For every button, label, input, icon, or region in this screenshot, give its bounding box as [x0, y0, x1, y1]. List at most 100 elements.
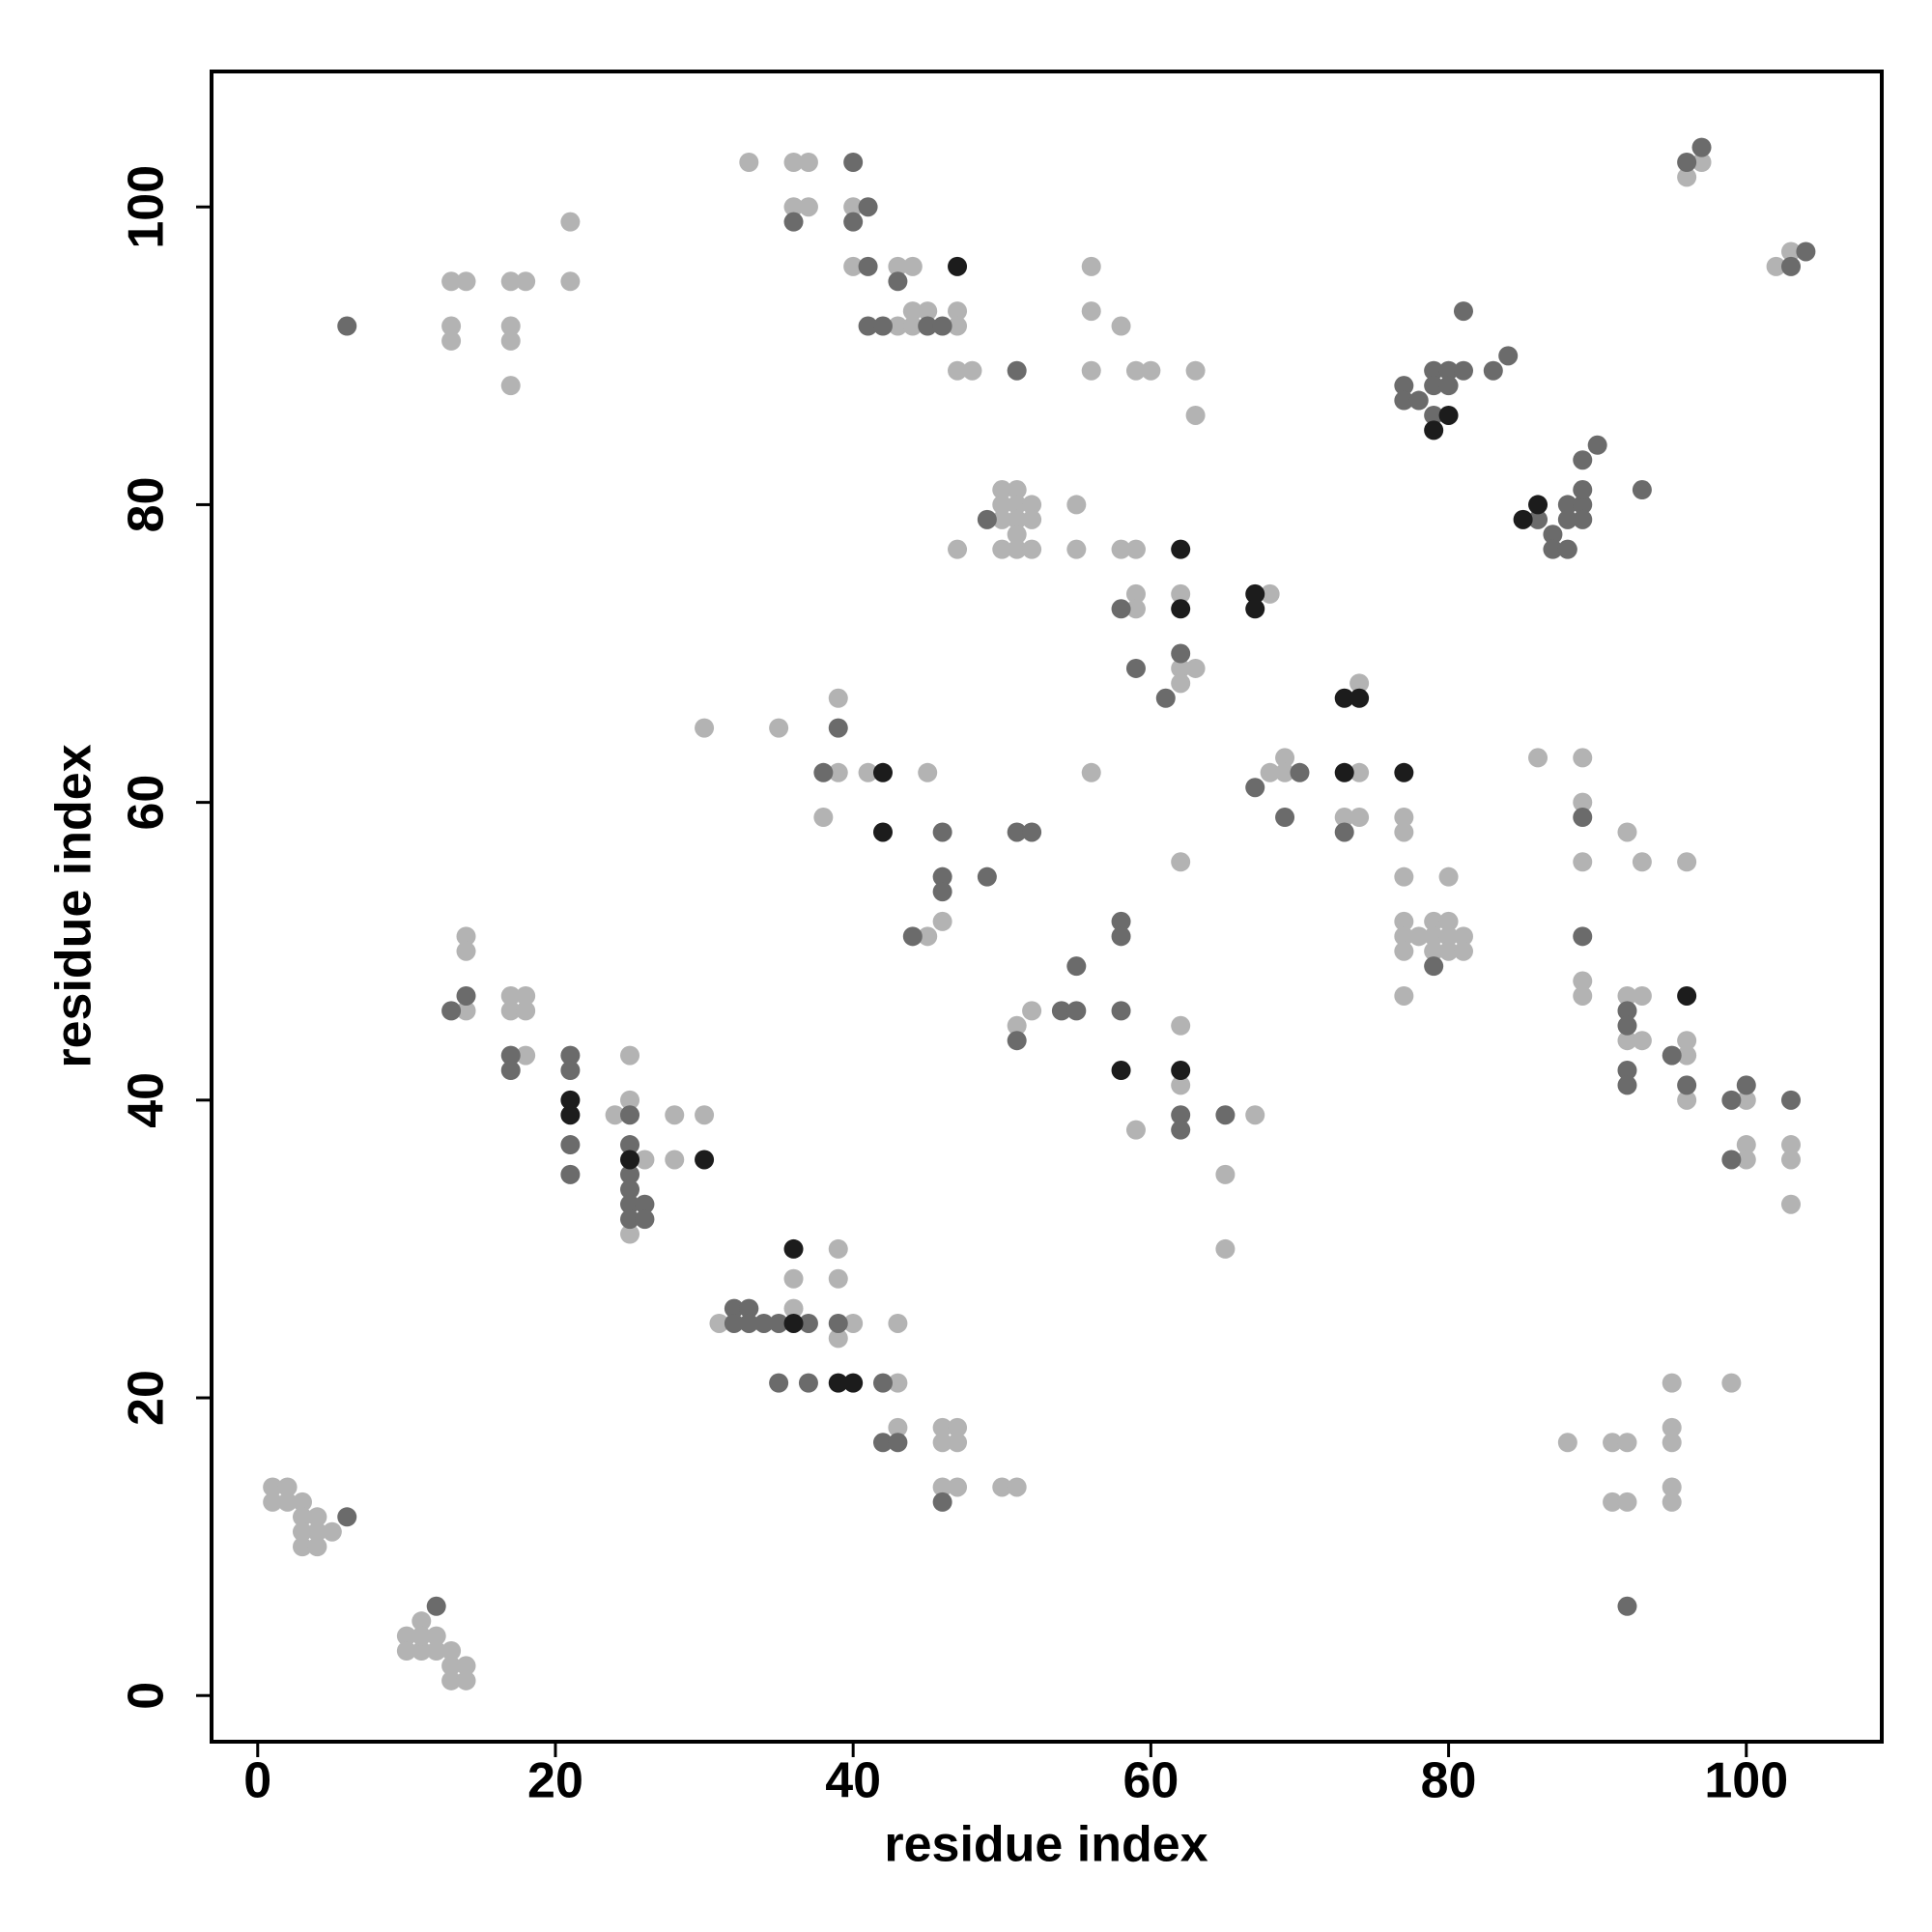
point: [1736, 1135, 1756, 1155]
point: [888, 1417, 908, 1437]
point: [948, 316, 968, 336]
plot-frame: [210, 70, 1884, 1744]
x-tick-label: 80: [1421, 1753, 1477, 1809]
point: [828, 718, 848, 738]
point: [412, 1611, 432, 1632]
point: [858, 762, 878, 782]
point: [1171, 1105, 1191, 1125]
point: [293, 1521, 313, 1542]
point: [1617, 822, 1637, 842]
point: [1677, 985, 1697, 1006]
point: [828, 688, 848, 708]
point: [1066, 1001, 1087, 1021]
point: [1677, 153, 1697, 173]
point: [456, 1001, 476, 1021]
point: [456, 1656, 476, 1676]
point: [293, 1507, 313, 1527]
point: [1275, 762, 1295, 782]
point: [560, 1045, 581, 1065]
point: [932, 882, 952, 902]
point: [1617, 1492, 1637, 1512]
point: [665, 1150, 685, 1170]
point: [1662, 1433, 1682, 1453]
point: [620, 1224, 640, 1244]
point: [516, 271, 536, 292]
point: [307, 1507, 327, 1527]
point: [1125, 539, 1146, 559]
point: [1424, 420, 1444, 440]
point: [1007, 539, 1027, 559]
point: [1424, 926, 1444, 947]
point: [1111, 599, 1131, 619]
point: [1736, 1150, 1756, 1170]
point: [1780, 1194, 1801, 1214]
point: [620, 1090, 640, 1110]
point: [1617, 1061, 1637, 1081]
point: [516, 1045, 536, 1065]
point: [828, 1373, 848, 1393]
point: [1171, 1120, 1191, 1140]
point: [769, 1313, 789, 1333]
point: [1617, 1433, 1637, 1453]
point: [456, 1670, 476, 1690]
point: [1350, 762, 1370, 782]
point: [843, 212, 864, 232]
point: [977, 867, 997, 887]
point: [1691, 137, 1712, 157]
point: [1528, 509, 1548, 529]
point: [798, 1373, 818, 1393]
point: [1394, 926, 1414, 947]
point: [1111, 926, 1131, 947]
point: [948, 539, 968, 559]
point: [992, 495, 1012, 515]
point: [412, 1640, 432, 1661]
point: [1587, 435, 1607, 455]
point: [902, 301, 923, 322]
x-tick-label: 100: [1704, 1753, 1788, 1809]
point: [843, 153, 864, 173]
y-tick-label: 40: [119, 1072, 175, 1128]
point: [1691, 153, 1712, 173]
point: [1007, 1477, 1027, 1497]
point: [724, 1313, 744, 1333]
point: [813, 762, 834, 782]
y-tick-label: 100: [119, 165, 175, 249]
point: [1528, 748, 1548, 768]
point: [783, 212, 804, 232]
point: [739, 153, 759, 173]
point: [888, 316, 908, 336]
point: [1125, 1120, 1146, 1140]
point: [1007, 360, 1027, 381]
point: [1141, 360, 1161, 381]
point: [962, 360, 982, 381]
point: [695, 1150, 715, 1170]
y-tick-label: 20: [119, 1370, 175, 1426]
point: [1438, 911, 1459, 931]
point: [783, 1298, 804, 1319]
point: [620, 1194, 640, 1214]
point: [1736, 1075, 1756, 1095]
point: [293, 1492, 313, 1512]
point: [1573, 495, 1593, 515]
point: [1453, 926, 1473, 947]
point: [1780, 242, 1801, 262]
point: [695, 718, 715, 738]
point: [798, 1313, 818, 1333]
point: [932, 822, 952, 842]
point: [1245, 599, 1265, 619]
x-tick-label: 0: [243, 1753, 271, 1809]
point: [843, 256, 864, 276]
point: [560, 271, 581, 292]
point: [1185, 360, 1206, 381]
point: [888, 1373, 908, 1393]
point: [1334, 762, 1354, 782]
point: [620, 1045, 640, 1065]
point: [828, 1268, 848, 1289]
point: [1557, 1433, 1577, 1453]
y-tick-label: 80: [119, 477, 175, 533]
point: [1543, 525, 1563, 545]
point: [1007, 1031, 1027, 1051]
point: [1662, 1492, 1682, 1512]
point: [1662, 1477, 1682, 1497]
point: [918, 316, 938, 336]
